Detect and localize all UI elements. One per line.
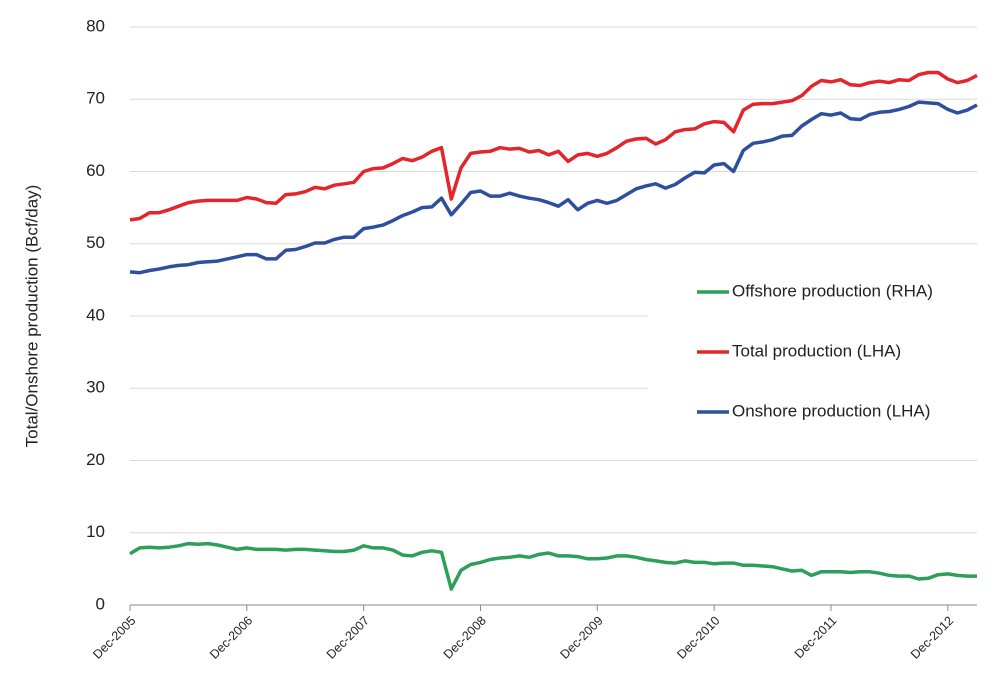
x-tick-label: Dec-2005 xyxy=(90,614,138,662)
x-tick-label: Dec-2007 xyxy=(324,614,372,662)
x-tick-label: Dec-2008 xyxy=(441,614,489,662)
y-tick-label: 40 xyxy=(86,305,105,324)
x-tick-label: Dec-2006 xyxy=(207,614,255,662)
y-tick-label: 70 xyxy=(86,89,105,108)
y-tick-label: 50 xyxy=(86,233,105,252)
legend-label: Offshore production (RHA) xyxy=(732,281,933,300)
series-line xyxy=(129,541,977,591)
series-line xyxy=(129,100,978,275)
x-tick-label: Dec-2012 xyxy=(908,614,956,662)
y-tick-label: 0 xyxy=(96,594,105,613)
x-tick-label: Dec-2009 xyxy=(558,614,606,662)
x-tick-label: Dec-2010 xyxy=(674,614,722,662)
legend-label: Onshore production (LHA) xyxy=(732,401,930,420)
y-axis-label: Total/Onshore production (Bcf/day) xyxy=(22,185,41,448)
y-tick-label: 30 xyxy=(86,378,105,397)
y-tick-label: 80 xyxy=(86,16,105,35)
y-tick-label: 20 xyxy=(86,450,105,469)
y-tick-label: 10 xyxy=(86,522,105,541)
series-line xyxy=(129,70,978,222)
legend-label: Total production (LHA) xyxy=(732,341,901,360)
y-tick-label: 60 xyxy=(86,161,105,180)
x-tick-label: Dec-2011 xyxy=(792,614,840,662)
